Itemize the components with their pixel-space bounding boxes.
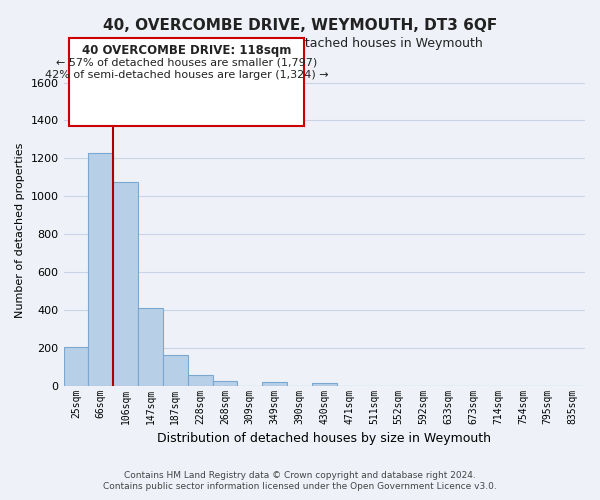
Y-axis label: Number of detached properties: Number of detached properties bbox=[15, 142, 25, 318]
Text: ← 57% of detached houses are smaller (1,797): ← 57% of detached houses are smaller (1,… bbox=[56, 58, 317, 68]
Text: Contains HM Land Registry data © Crown copyright and database right 2024.: Contains HM Land Registry data © Crown c… bbox=[124, 471, 476, 480]
Text: 40, OVERCOMBE DRIVE, WEYMOUTH, DT3 6QF: 40, OVERCOMBE DRIVE, WEYMOUTH, DT3 6QF bbox=[103, 18, 497, 32]
Text: 40 OVERCOMBE DRIVE: 118sqm: 40 OVERCOMBE DRIVE: 118sqm bbox=[82, 44, 291, 57]
Text: Contains public sector information licensed under the Open Government Licence v3: Contains public sector information licen… bbox=[103, 482, 497, 491]
Bar bbox=[138, 308, 163, 386]
Text: 42% of semi-detached houses are larger (1,324) →: 42% of semi-detached houses are larger (… bbox=[44, 70, 328, 80]
Bar bbox=[64, 347, 88, 386]
Bar bbox=[113, 182, 138, 386]
Bar bbox=[88, 152, 113, 386]
Bar bbox=[163, 356, 188, 386]
Bar bbox=[212, 381, 238, 386]
X-axis label: Distribution of detached houses by size in Weymouth: Distribution of detached houses by size … bbox=[157, 432, 491, 445]
Text: Size of property relative to detached houses in Weymouth: Size of property relative to detached ho… bbox=[118, 38, 482, 51]
Bar bbox=[262, 382, 287, 386]
Bar bbox=[312, 383, 337, 386]
Bar bbox=[188, 375, 212, 386]
